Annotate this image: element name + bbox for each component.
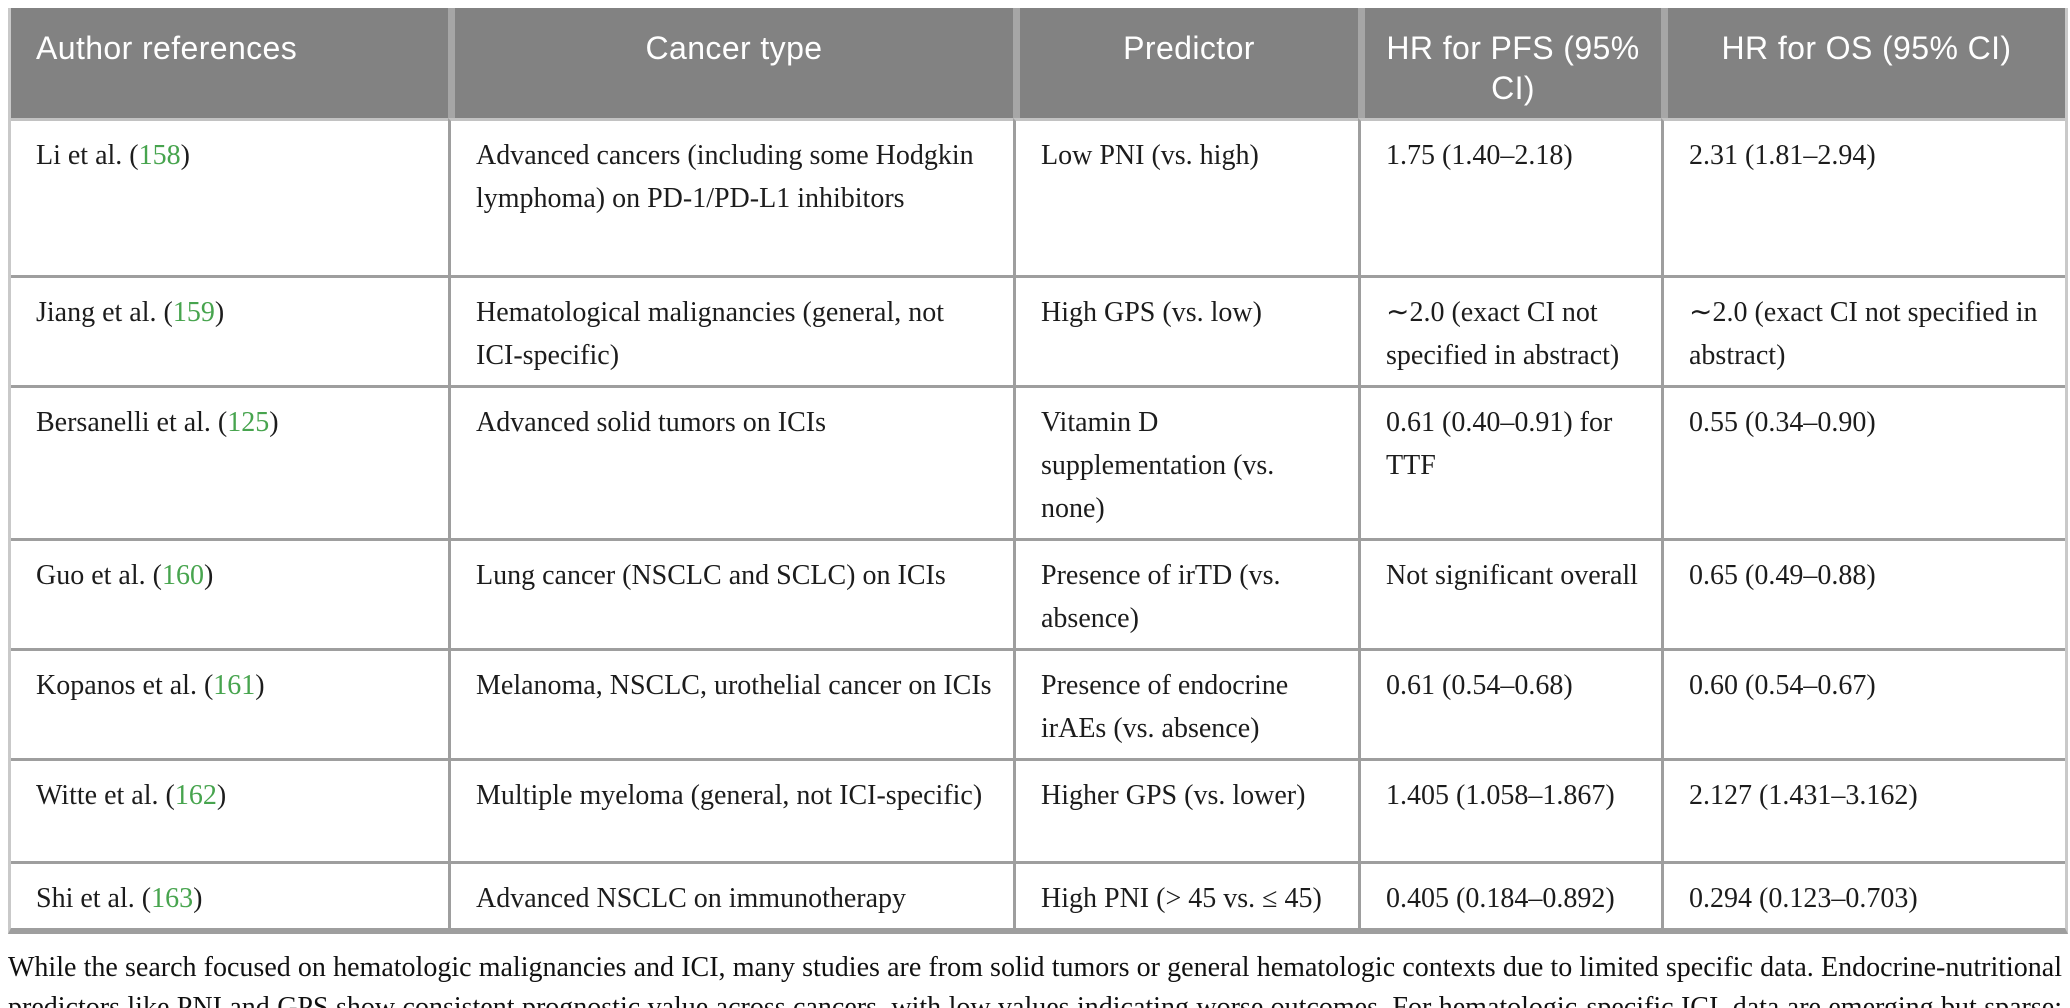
table-footnote: While the search focused on hematologic … (8, 952, 2062, 1008)
hr-pfs-cell: 1.405 (1.058–1.867) (1358, 758, 1661, 861)
citation-close-paren: ) (214, 297, 225, 328)
hr-pfs-cell: ∼2.0 (exact CI not specified in abstract… (1358, 275, 1661, 385)
citation-close-paren: ) (269, 407, 279, 438)
author-references-cell: Guo et al. (160) (11, 538, 448, 648)
citation-link[interactable]: 162 (174, 780, 217, 811)
cancer-type-cell: Advanced cancers (including some Hodgkin… (448, 118, 1013, 275)
hr-os-cell: 2.31 (1.81–2.94) (1661, 118, 2065, 275)
author-name: Kopanos et al. ( (36, 670, 214, 701)
table-row: Witte et al. (162) Multiple myeloma (gene… (11, 758, 2065, 861)
table-row: Shi et al. (163) Advanced NSCLC on immuno… (11, 861, 2065, 928)
author-name: Bersanelli et al. ( (36, 407, 228, 438)
citation-close-paren: ) (180, 140, 190, 171)
table-row: Jiang et al. (159) Hematological malignan… (11, 275, 2065, 385)
hr-pfs-cell: 0.405 (0.184–0.892) (1358, 861, 1661, 928)
predictor-cell: High GPS (vs. low) (1013, 275, 1358, 385)
table-row: Bersanelli et al. (125) Advanced solid tu… (11, 385, 2065, 538)
col-header-predictor: Predictor (1013, 8, 1358, 118)
prognostic-factors-table: Author references Cancer type Predictor … (8, 8, 2068, 934)
cancer-type-cell: Lung cancer (NSCLC and SCLC) on ICIs (448, 538, 1013, 648)
table-row: Kopanos et al. (161) Melanoma, NSCLC, uro… (11, 648, 2065, 758)
table-header-row: Author references Cancer type Predictor … (11, 8, 2065, 118)
citation-close-paren: ) (216, 780, 227, 811)
predictor-cell: Vitamin D supplementation (vs. none) (1013, 385, 1358, 538)
predictor-cell: Presence of endocrine irAEs (vs. absence… (1013, 648, 1358, 758)
author-references-cell: Li et al. (158) (11, 118, 448, 275)
col-header-hr-pfs: HR for PFS (95% CI) (1358, 8, 1661, 118)
citation-link[interactable]: 163 (151, 883, 194, 914)
author-name: Witte et al. ( (36, 780, 175, 811)
col-header-cancer-type: Cancer type (448, 8, 1013, 118)
citation-link[interactable]: 158 (138, 140, 181, 171)
predictor-cell: High PNI (> 45 vs. ≤ 45) (1013, 861, 1358, 928)
table-row: Li et al. (158) Advanced cancers (includi… (11, 118, 2065, 275)
predictor-cell: Presence of irTD (vs. absence) (1013, 538, 1358, 648)
hr-os-cell: 2.127 (1.431–3.162) (1661, 758, 2065, 861)
citation-close-paren: ) (193, 883, 203, 914)
col-header-author-references: Author references (11, 8, 448, 118)
author-name: Guo et al. ( (36, 560, 162, 591)
author-references-cell: Shi et al. (163) (11, 861, 448, 928)
predictor-cell: Low PNI (vs. high) (1013, 118, 1358, 275)
hr-os-cell: ∼2.0 (exact CI not specified in abstract… (1661, 275, 2065, 385)
hr-os-cell: 0.65 (0.49–0.88) (1661, 538, 2065, 648)
citation-close-paren: ) (255, 670, 265, 701)
hr-os-cell: 0.55 (0.34–0.90) (1661, 385, 2065, 538)
cancer-type-cell: Advanced solid tumors on ICIs (448, 385, 1013, 538)
citation-close-paren: ) (203, 560, 214, 591)
citation-link[interactable]: 125 (227, 407, 270, 438)
col-header-hr-os: HR for OS (95% CI) (1661, 8, 2065, 118)
cancer-type-cell: Multiple myeloma (general, not ICI-speci… (448, 758, 1013, 861)
table-row: Guo et al. (160) Lung cancer (NSCLC and S… (11, 538, 2065, 648)
cancer-type-cell: Advanced NSCLC on immunotherapy (448, 861, 1013, 928)
author-references-cell: Bersanelli et al. (125) (11, 385, 448, 538)
citation-link[interactable]: 159 (172, 297, 215, 328)
author-references-cell: Kopanos et al. (161) (11, 648, 448, 758)
predictor-cell: Higher GPS (vs. lower) (1013, 758, 1358, 861)
citation-link[interactable]: 160 (161, 560, 204, 591)
author-name: Jiang et al. ( (36, 297, 173, 328)
author-name: Li et al. ( (36, 140, 139, 171)
hr-pfs-cell: Not significant overall (1358, 538, 1661, 648)
hr-pfs-cell: 0.61 (0.54–0.68) (1358, 648, 1661, 758)
hr-os-cell: 0.294 (0.123–0.703) (1661, 861, 2065, 928)
citation-link[interactable]: 161 (213, 670, 256, 701)
cancer-type-cell: Melanoma, NSCLC, urothelial cancer on IC… (448, 648, 1013, 758)
hr-pfs-cell: 1.75 (1.40–2.18) (1358, 118, 1661, 275)
hr-os-cell: 0.60 (0.54–0.67) (1661, 648, 2065, 758)
author-name: Shi et al. ( (36, 883, 152, 914)
hr-pfs-cell: 0.61 (0.40–0.91) for TTF (1358, 385, 1661, 538)
cancer-type-cell: Hematological malignancies (general, not… (448, 275, 1013, 385)
author-references-cell: Witte et al. (162) (11, 758, 448, 861)
author-references-cell: Jiang et al. (159) (11, 275, 448, 385)
